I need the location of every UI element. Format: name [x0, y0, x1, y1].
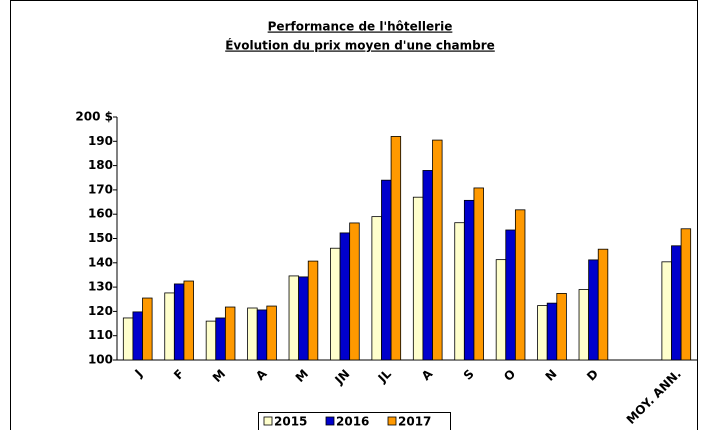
bar	[537, 305, 548, 361]
bar	[339, 232, 351, 361]
chart-subtitle: Évolution du prix moyen d'une chambre	[225, 38, 495, 53]
y-tick-label: 170	[88, 182, 113, 196]
y-tick-label: 110	[88, 328, 113, 342]
bar	[390, 136, 402, 361]
x-tick-label: D	[584, 367, 601, 384]
bar	[671, 245, 682, 361]
bar	[164, 292, 175, 361]
bar	[298, 276, 309, 361]
bar	[597, 248, 609, 361]
bar	[307, 260, 319, 361]
bar	[463, 199, 475, 361]
bar	[173, 283, 185, 361]
bar	[247, 307, 258, 361]
y-tick-label: 180	[88, 158, 113, 172]
legend-label: 2017	[398, 415, 431, 429]
bar	[514, 209, 526, 361]
legend-swatch	[387, 416, 397, 426]
y-tick-label: 100	[88, 353, 113, 367]
bar	[224, 306, 236, 361]
bar	[432, 139, 443, 361]
legend-label: 2016	[336, 415, 369, 429]
x-tick-label: S	[461, 367, 477, 383]
bar	[122, 317, 134, 361]
bar	[661, 261, 672, 361]
x-tick-label: MOY. ANN.	[624, 367, 684, 427]
x-tick-label: N	[543, 367, 560, 384]
chart-border	[10, 0, 698, 430]
legend-swatch	[325, 416, 335, 426]
chart-title: Performance de l'hôtellerie	[268, 20, 453, 34]
bar	[505, 229, 516, 361]
bar	[288, 275, 300, 361]
bar	[412, 196, 424, 361]
x-tick-label: O	[501, 367, 518, 384]
bar	[266, 305, 277, 361]
bar	[215, 317, 226, 361]
x-tick-label: A	[253, 366, 270, 383]
x-tick-label: F	[171, 367, 187, 383]
bar	[588, 259, 599, 361]
y-tick-label: 200 $	[75, 110, 113, 124]
bar	[371, 216, 382, 361]
bar	[349, 222, 360, 361]
x-tick-label: JL	[375, 366, 394, 385]
bar	[256, 309, 268, 361]
bar	[578, 289, 590, 361]
bar	[495, 259, 507, 361]
y-tick-label: 190	[88, 134, 113, 148]
bar	[454, 222, 465, 361]
legend-box	[258, 412, 451, 430]
y-tick-label: 150	[88, 231, 113, 245]
x-tick-label: M	[210, 367, 228, 385]
y-tick-label: 120	[88, 304, 113, 318]
y-tick-label: 140	[88, 255, 113, 269]
legend-label: 2015	[274, 415, 307, 429]
bar	[205, 320, 217, 361]
x-tick-label: J	[132, 367, 146, 381]
bar	[473, 187, 484, 361]
x-tick-label: M	[293, 367, 311, 385]
bar	[680, 228, 692, 361]
bar	[132, 311, 143, 361]
bar	[546, 302, 558, 361]
bar	[381, 179, 392, 361]
bar	[183, 280, 194, 361]
bar	[556, 293, 567, 361]
bar	[330, 247, 341, 361]
y-tick-label: 160	[88, 207, 113, 221]
bar	[422, 170, 433, 361]
y-tick-label: 130	[88, 280, 113, 294]
legend-swatch	[263, 416, 273, 426]
x-tick-label: A	[419, 366, 436, 383]
bar	[142, 297, 153, 361]
x-tick-label: JN	[332, 367, 353, 388]
